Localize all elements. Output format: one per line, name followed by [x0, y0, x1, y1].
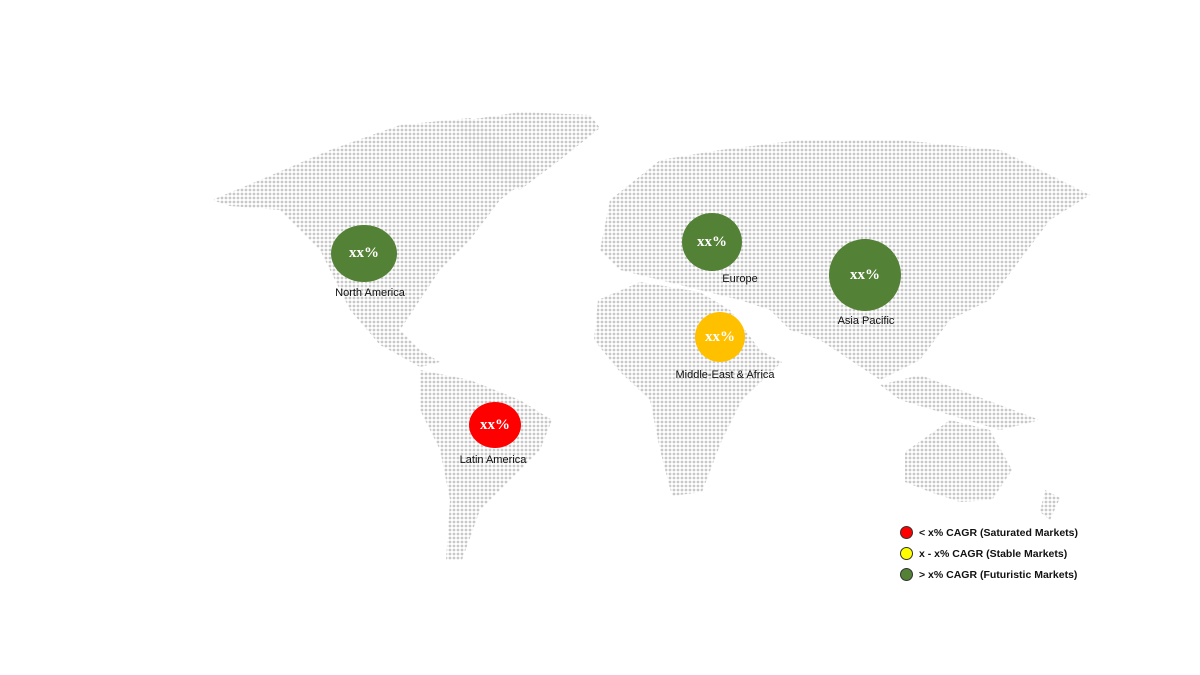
legend-label: x - x% CAGR (Stable Markets) [919, 547, 1068, 560]
yellow-dot-icon [900, 547, 913, 560]
legend-item-saturated: < x% CAGR (Saturated Markets) [900, 522, 1078, 543]
continent-new-zealand [1040, 490, 1060, 520]
legend-label: > x% CAGR (Futuristic Markets) [919, 568, 1078, 581]
legend-label: < x% CAGR (Saturated Markets) [919, 526, 1079, 539]
region-label-europe: Europe [722, 273, 758, 285]
region-bubble-asia-pacific[interactable]: xx% [829, 239, 901, 311]
green-dot-icon [900, 568, 913, 581]
continent-africa [594, 282, 782, 496]
region-label-latin-america: Latin America [459, 454, 527, 466]
legend: < x% CAGR (Saturated Markets) x - x% CAG… [900, 522, 1078, 585]
region-bubble-middle-east-africa[interactable]: xx% [695, 312, 745, 362]
region-label-asia-pacific: Asia Pacific [837, 315, 895, 327]
legend-item-stable: x - x% CAGR (Stable Markets) [900, 543, 1078, 564]
region-label-north-america: North America [335, 287, 405, 299]
red-dot-icon [900, 526, 913, 539]
continent-greenland [455, 112, 600, 190]
continent-southeast-asia [880, 375, 1040, 430]
region-bubble-north-america[interactable]: xx% [331, 225, 397, 282]
continent-australia [905, 420, 1012, 502]
region-label-middle-east-africa: Middle-East & Africa [675, 369, 775, 381]
region-bubble-europe[interactable]: xx% [682, 213, 742, 271]
region-bubble-latin-america[interactable]: xx% [469, 402, 521, 448]
legend-item-futuristic: > x% CAGR (Futuristic Markets) [900, 564, 1078, 585]
